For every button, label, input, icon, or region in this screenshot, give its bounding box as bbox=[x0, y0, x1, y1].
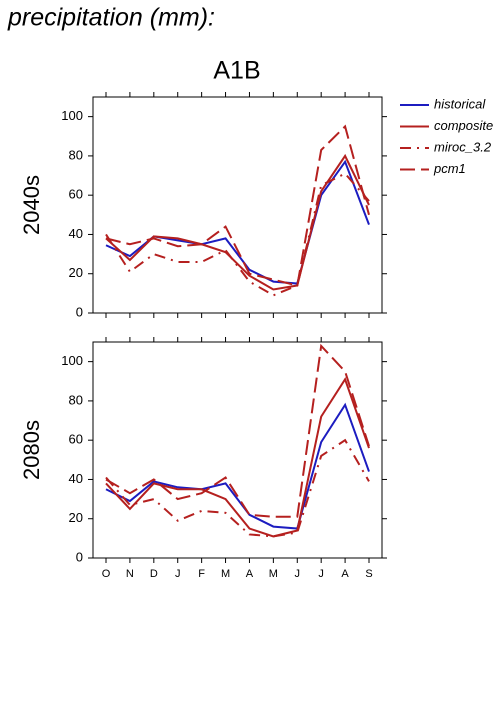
y-tick-label: 40 bbox=[69, 471, 83, 486]
x-tick-label: J bbox=[175, 568, 181, 580]
y-tick-label: 60 bbox=[69, 432, 83, 447]
series-line bbox=[105, 153, 370, 291]
plot-frame bbox=[92, 96, 383, 314]
page-heading: precipitation (mm): bbox=[7, 4, 215, 32]
x-tick-label: D bbox=[150, 568, 158, 580]
y-tick-label: 0 bbox=[76, 549, 83, 564]
x-tick-label: A bbox=[246, 568, 254, 580]
y-tick-label: 100 bbox=[61, 353, 83, 368]
y-tick-label: 100 bbox=[61, 108, 83, 123]
x-tick-label: M bbox=[221, 568, 230, 580]
row-label: 2080s bbox=[19, 420, 44, 480]
y-tick-label: 80 bbox=[69, 392, 83, 407]
scenario-title: A1B bbox=[213, 57, 260, 85]
series-line bbox=[105, 402, 370, 530]
series-line bbox=[105, 124, 370, 287]
y-tick-label: 60 bbox=[69, 187, 83, 202]
legend-label: miroc_3.2 bbox=[434, 139, 492, 154]
legend-label: historical bbox=[434, 96, 486, 111]
y-tick-label: 20 bbox=[69, 265, 83, 280]
x-tick-label: N bbox=[126, 568, 134, 580]
y-tick-label: 80 bbox=[69, 147, 83, 162]
y-tick-label: 0 bbox=[76, 304, 83, 319]
y-tick-label: 40 bbox=[69, 226, 83, 241]
x-tick-label: J bbox=[295, 568, 301, 580]
x-tick-label: J bbox=[318, 568, 324, 580]
y-tick-label: 20 bbox=[69, 510, 83, 525]
series-line bbox=[105, 438, 370, 538]
series-line bbox=[105, 172, 370, 297]
series-line bbox=[105, 377, 370, 538]
x-tick-label: O bbox=[102, 568, 111, 580]
x-tick-label: S bbox=[365, 568, 372, 580]
legend-label: pcm1 bbox=[433, 161, 466, 176]
row-label: 2040s bbox=[19, 175, 44, 235]
legend-label: composite bbox=[434, 118, 493, 133]
x-tick-label: M bbox=[269, 568, 278, 580]
plot-frame bbox=[92, 341, 383, 559]
x-tick-label: A bbox=[341, 568, 349, 580]
x-tick-label: F bbox=[198, 568, 205, 580]
series-line bbox=[105, 343, 370, 518]
